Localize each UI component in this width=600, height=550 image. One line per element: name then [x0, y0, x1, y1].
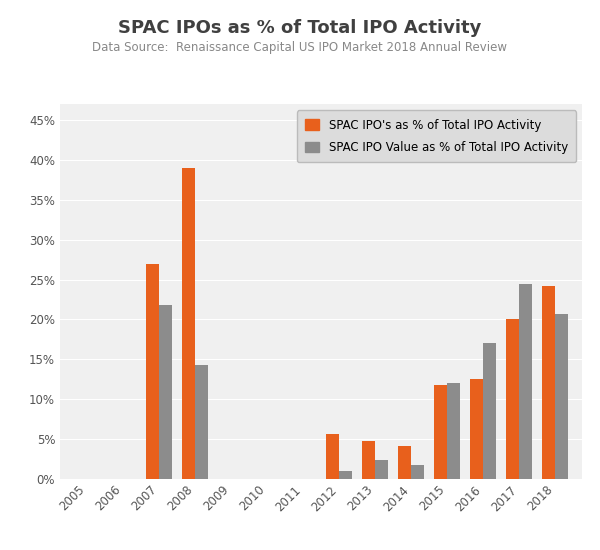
Bar	[375, 460, 388, 478]
Bar	[447, 383, 460, 478]
Bar	[555, 314, 568, 478]
Bar	[146, 263, 159, 478]
Bar	[542, 286, 555, 478]
Bar	[506, 320, 519, 478]
Bar	[483, 343, 496, 478]
Bar	[434, 384, 447, 478]
Text: Data Source:  Renaissance Capital US IPO Market 2018 Annual Review: Data Source: Renaissance Capital US IPO …	[92, 41, 508, 54]
Bar	[362, 441, 375, 478]
Legend: SPAC IPO's as % of Total IPO Activity, SPAC IPO Value as % of Total IPO Activity: SPAC IPO's as % of Total IPO Activity, S…	[297, 111, 576, 162]
Bar	[195, 365, 208, 478]
Bar	[411, 465, 424, 478]
Bar	[182, 168, 195, 478]
Bar	[470, 379, 483, 478]
Bar	[519, 284, 532, 478]
Text: SPAC IPOs as % of Total IPO Activity: SPAC IPOs as % of Total IPO Activity	[118, 19, 482, 37]
Bar	[159, 305, 172, 478]
Bar	[326, 434, 339, 478]
Bar	[398, 446, 411, 478]
Bar	[339, 471, 352, 478]
